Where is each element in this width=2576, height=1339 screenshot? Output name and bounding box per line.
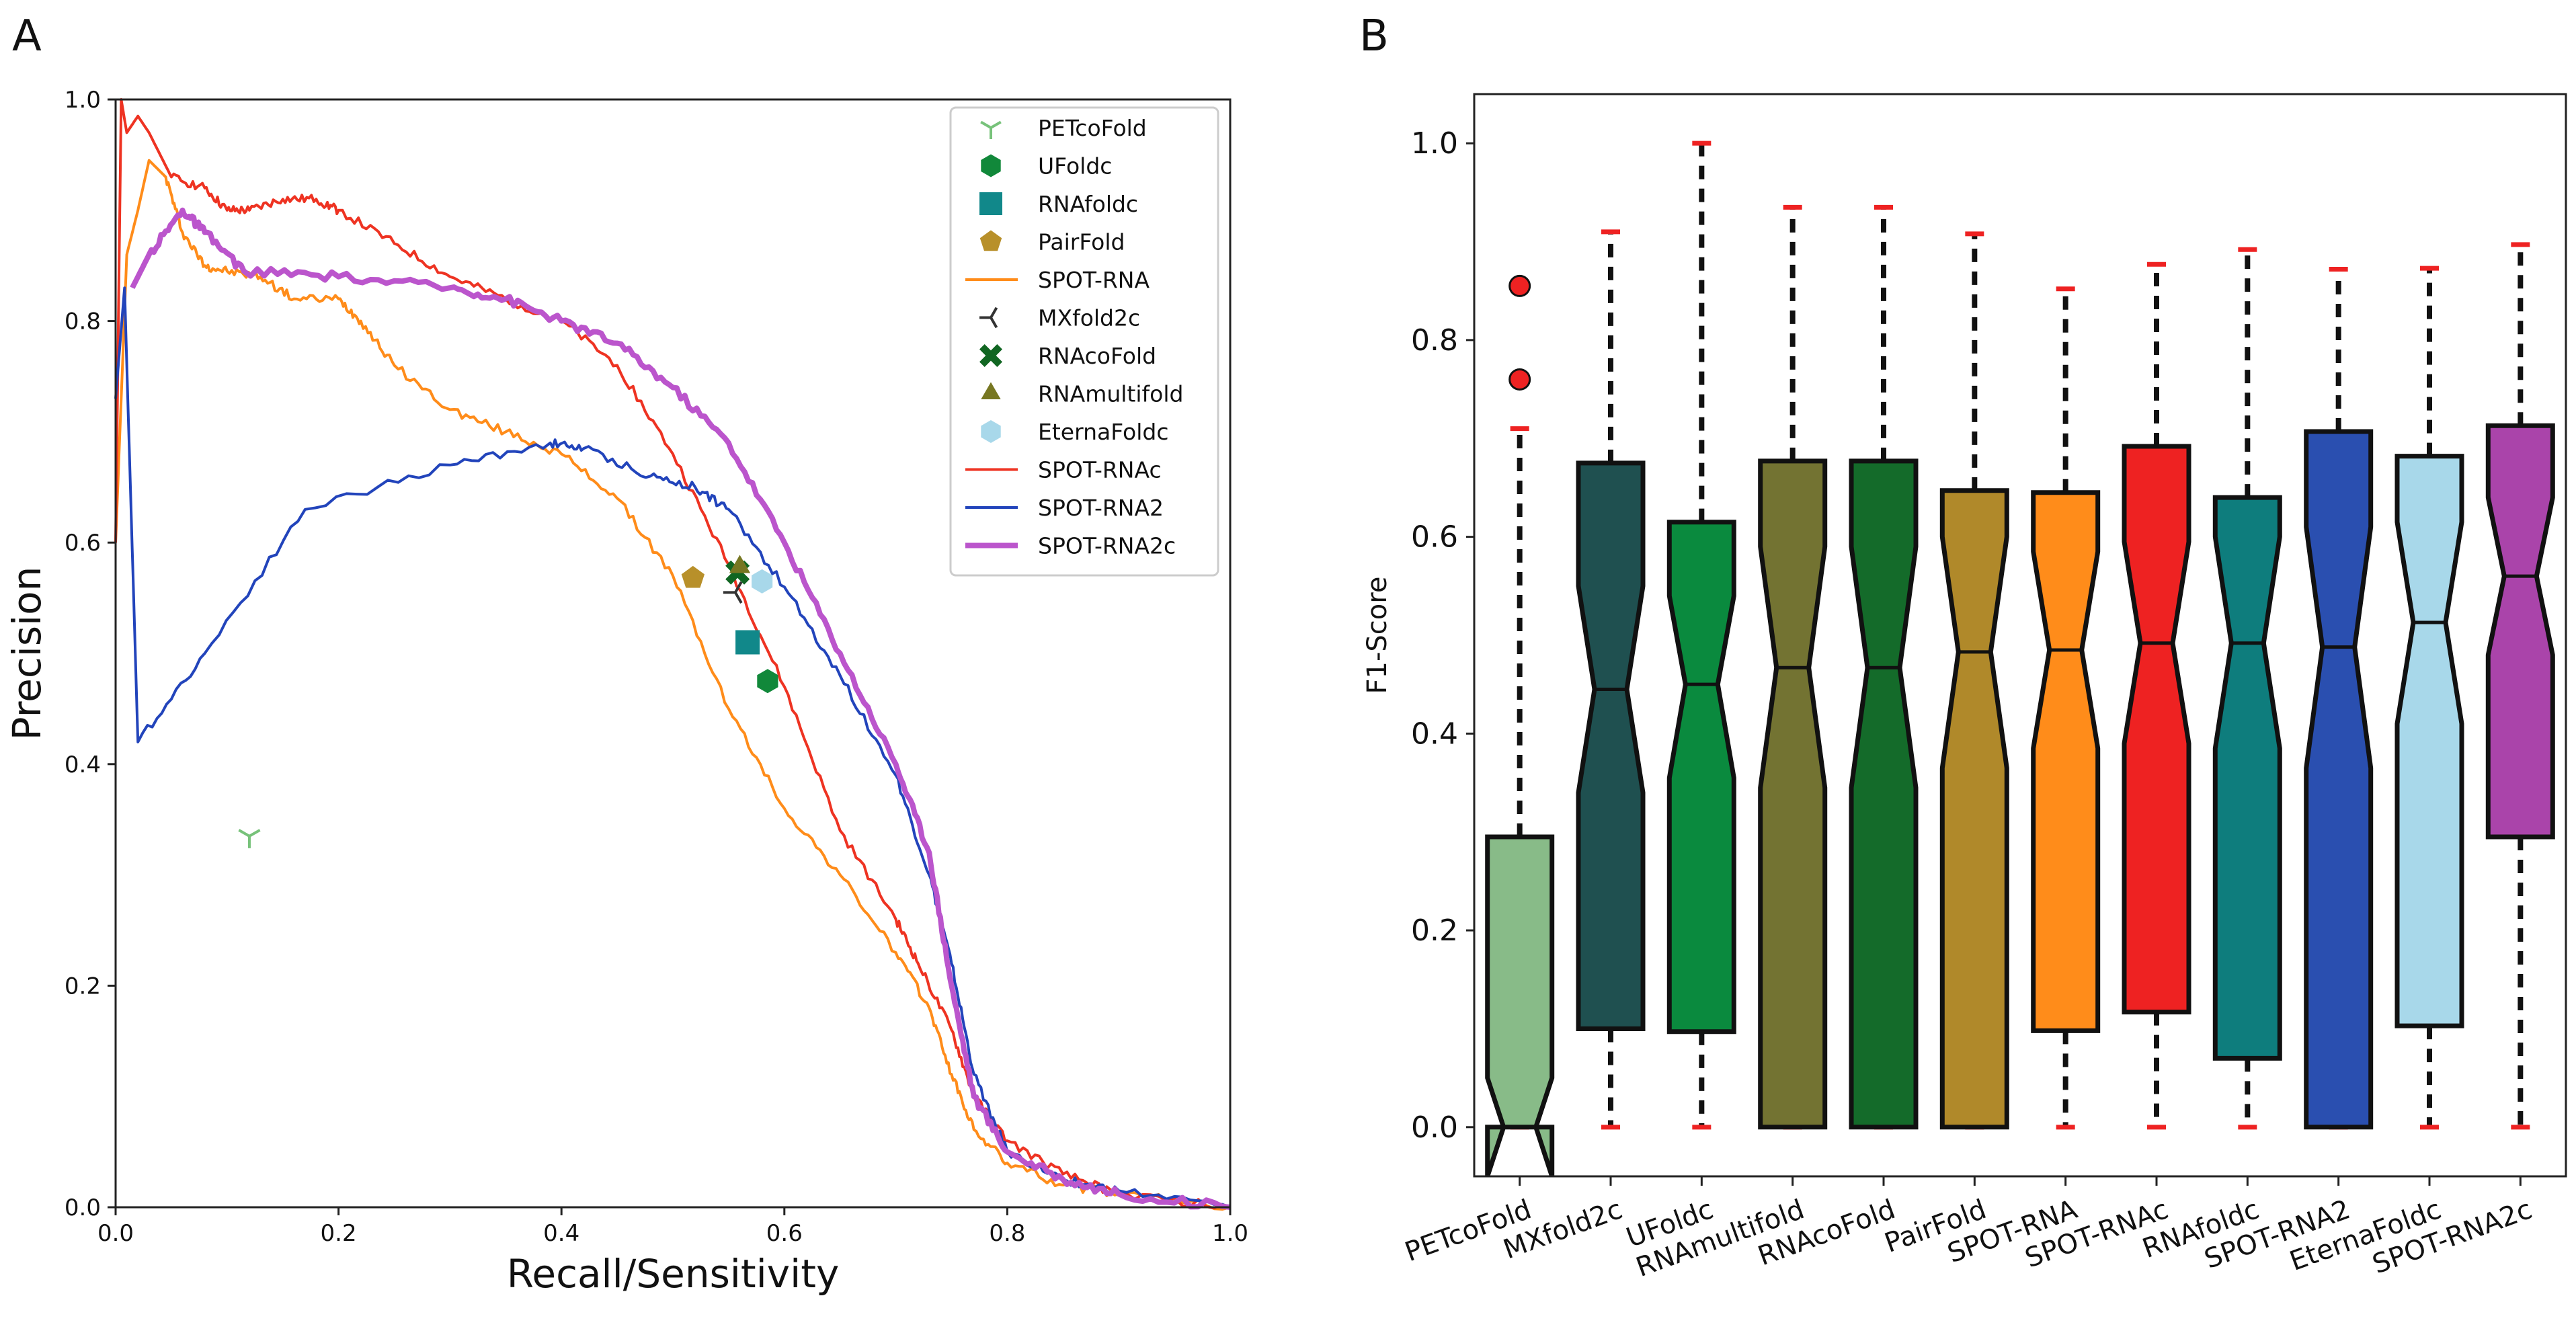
y-tick-label: 0.8: [65, 309, 101, 335]
box-mxfold2c: [1576, 460, 1646, 1031]
x-tick-label: 0.4: [543, 1220, 579, 1247]
legend-box: [949, 106, 1219, 577]
legend-label: UFoldc: [1038, 153, 1112, 179]
legend-label: SPOT-RNAc: [1038, 457, 1162, 483]
x-tick-label: 1.0: [1212, 1220, 1248, 1247]
box-petcofold: [1485, 834, 1555, 1178]
y-tick-label: 0.0: [65, 1194, 101, 1221]
panel-b-chart: 0.0 0.2 0.4 0.6 0.8 1.0 PETcoFoldMXfold2cUFol…: [1362, 93, 2567, 1283]
y-tick-label: 0.6: [1411, 520, 1458, 555]
legend-label: SPOT-RNA2c: [1038, 533, 1176, 559]
y-axis-a: 0.0 0.2 0.4 0.6 0.8 1.0: [65, 87, 116, 1221]
legend-marker-petcofold: [980, 120, 1002, 139]
legend-label: EternaFoldc: [1038, 419, 1168, 445]
x-tick-label: 0.2: [321, 1220, 357, 1247]
box-spot-rnac: [2122, 444, 2191, 1015]
outlier-point: [1508, 274, 1531, 297]
y-tick-label: 0.6: [65, 530, 101, 557]
box-rnacofold: [1849, 458, 1919, 1130]
legend-marker-eternafoldc: [981, 420, 1001, 443]
y-tick-label: 0.4: [1411, 717, 1458, 751]
box-spot-rna2: [2304, 429, 2374, 1130]
y-axis-label-a: Precision: [4, 567, 50, 741]
outlier-point: [1508, 368, 1531, 391]
y-tick-label: 1.0: [1411, 126, 1458, 161]
legend-marker-rnafoldc: [979, 192, 1002, 215]
marker-rnamultifold: [729, 555, 751, 573]
marker-rnafoldc: [735, 630, 760, 655]
panel-label-b: B: [1359, 11, 1389, 61]
x-tick-label: 0.0: [97, 1220, 134, 1247]
y-tick-label: 0.8: [1411, 323, 1458, 358]
marker-ufoldc: [757, 669, 778, 694]
box-eternafoldc: [2394, 454, 2464, 1028]
legend-label: SPOT-RNA2: [1038, 495, 1164, 521]
x-axis-label-a: Recall/Sensitivity: [507, 1251, 840, 1297]
legend-marker-mxfold2c: [979, 307, 998, 329]
pr-curves: [114, 98, 1231, 1211]
legend-label: PETcoFold: [1038, 115, 1147, 141]
legend-label: RNAmultifold: [1038, 381, 1183, 407]
method-markers: [238, 555, 778, 848]
y-tick-label: 0.2: [65, 973, 101, 1000]
legend-label: RNAcoFold: [1038, 343, 1156, 369]
y-tick-label: 1.0: [65, 87, 101, 114]
marker-eternafoldc: [752, 569, 773, 594]
y-axis-b: 0.0 0.2 0.4 0.6 0.8 1.0: [1411, 126, 1474, 1145]
y-axis-label-b: F1-Score: [1362, 577, 1393, 694]
box-rnamultifold: [1758, 458, 1828, 1130]
panel-label-a: A: [12, 11, 42, 61]
box-spot-rna: [2031, 490, 2101, 1033]
series-line-spot-rna2c: [130, 207, 1231, 1210]
x-tick-label: 0.6: [766, 1220, 803, 1247]
y-tick-label: 0.4: [65, 752, 101, 778]
boxplots: [1485, 140, 2555, 1178]
legend-label: SPOT-RNA: [1038, 267, 1150, 293]
plot-frame-b: [1473, 93, 2567, 1178]
legend-label: MXfold2c: [1038, 305, 1140, 331]
marker-petcofold: [238, 829, 261, 848]
marker-mxfold2c: [723, 581, 743, 604]
legend-marker-pairfold: [979, 230, 1002, 251]
box-pairfold: [1939, 488, 2009, 1130]
x-axis-a: 0.0 0.2 0.4 0.6 0.8 1.0: [97, 1207, 1248, 1247]
legend-label: PairFold: [1038, 229, 1125, 255]
y-tick-label: 0.2: [1411, 914, 1458, 948]
legend-a: PETcoFold UFoldc RNAfoldc PairFold SPOT-RNA M…: [949, 106, 1219, 577]
legend-label: RNAfoldc: [1038, 191, 1138, 217]
legend-marker-ufoldc: [981, 154, 1001, 177]
plot-frame-a: [114, 98, 1232, 1209]
box-spot-rna2c: [2485, 423, 2555, 840]
series-line-spot-rna: [114, 159, 1231, 1211]
y-tick-label: 0.0: [1411, 1110, 1458, 1145]
x-axis-b: PETcoFoldMXfold2cUFoldcRNAmultifoldRNAco…: [1401, 1176, 2536, 1283]
legend-marker-rnamultifold: [981, 382, 1001, 399]
panel-a-chart: 0.0 0.2 0.4 0.6 0.8 1.0 0.0 0.2 0.4 0.6 0.8 1.0 Re…: [4, 87, 1248, 1297]
box-rnafoldc: [2212, 495, 2282, 1061]
x-tick-label: 0.8: [989, 1220, 1025, 1247]
box-ufoldc: [1666, 520, 1736, 1034]
marker-pairfold: [681, 565, 705, 588]
legend-marker-rnacofold: [979, 344, 1002, 367]
